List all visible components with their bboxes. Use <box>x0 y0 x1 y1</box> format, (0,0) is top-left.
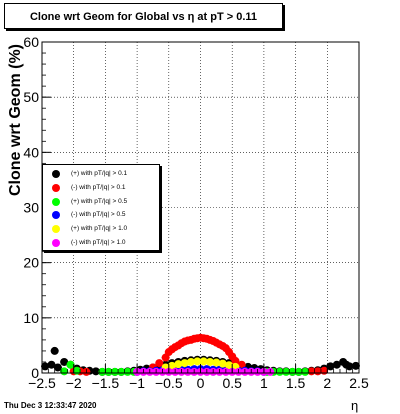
data-point <box>345 362 354 371</box>
legend-marker <box>52 225 60 234</box>
axis-ticks: −2.5 −2 −1.5 −1 −0.5 0 0.5 1 1.5 2 2.5 0 10 20 30 40 50 6… <box>23 34 369 391</box>
x-tick-label: 2.5 <box>349 375 369 391</box>
legend-label: (-) with pT/|q| > 0.5 <box>71 211 126 219</box>
data-point <box>186 357 195 366</box>
data-point <box>351 361 360 370</box>
data-point <box>180 359 189 368</box>
data-point <box>212 358 221 367</box>
x-tick-label: −2.5 <box>28 375 56 391</box>
x-tick-label: −1.5 <box>92 375 120 391</box>
data-point <box>225 361 234 370</box>
data-point <box>41 362 50 371</box>
y-tick-label: 10 <box>23 310 39 326</box>
data-point <box>66 360 75 369</box>
legend-entry: (+) with pT/|q| > 1.0 <box>43 222 159 236</box>
data-point <box>206 357 215 366</box>
chart-title: Clone wrt Geom for Global vs η at pT > 0… <box>29 11 258 23</box>
y-tick-label: 0 <box>31 365 39 381</box>
y-tick-label: 20 <box>23 255 39 271</box>
legend-label: (+) with pT/|q| > 0.5 <box>71 197 128 205</box>
data-point <box>275 367 284 376</box>
data-point <box>332 360 341 369</box>
data-point <box>110 367 119 376</box>
legend: (+) with pT/|q| > 0.1 (-) with pT/|q| > 0… <box>42 164 160 251</box>
data-point <box>50 346 59 355</box>
x-tick-label: 0 <box>197 375 205 391</box>
y-tick-label: 60 <box>23 34 39 50</box>
data-point <box>47 360 56 369</box>
series-group <box>161 357 240 372</box>
title-box: Clone wrt Geom for Global vs η at pT > 0… <box>4 3 283 29</box>
data-point <box>282 367 291 376</box>
legend-entry: (-) with pT/|q| > 1.0 <box>43 236 159 250</box>
legend-label: (-) with pT/|q| > 1.0 <box>71 239 126 246</box>
x-tick-label: 2 <box>323 375 331 391</box>
timestamp: Thu Dec 3 12:33:47 2020 <box>4 401 97 410</box>
data-point <box>326 362 335 371</box>
data-point <box>60 357 69 366</box>
legend-marker <box>52 183 60 192</box>
y-axis-label: Clone wrt Geom (%) <box>7 43 24 197</box>
data-point <box>53 363 62 372</box>
data-point <box>301 367 310 376</box>
data-point <box>174 360 183 369</box>
legend-label: (-) with pT/|q| > 0.1 <box>71 183 126 191</box>
data-point <box>199 357 208 366</box>
data-point <box>237 360 246 369</box>
legend-entry: (+) with pT/|q| > 0.1 <box>43 167 159 181</box>
x-tick-label: −1 <box>129 375 145 391</box>
data-point <box>294 367 303 376</box>
x-tick-label: 1 <box>260 375 268 391</box>
y-tick-label: 50 <box>23 89 39 105</box>
data-point <box>123 367 132 376</box>
data-point <box>117 367 126 376</box>
y-tick-label: 30 <box>23 200 39 216</box>
x-axis-label: η <box>351 398 359 413</box>
x-tick-label: 1.5 <box>286 375 306 391</box>
data-point <box>231 356 240 365</box>
legend-label: (+) with pT/|q| > 0.1 <box>71 170 128 177</box>
x-tick-label: 0.5 <box>222 375 242 391</box>
data-point <box>104 367 113 376</box>
legend-marker <box>52 197 60 206</box>
y-tick-label: 40 <box>23 144 39 160</box>
legend-label: (+) with pT/|q| > 1.0 <box>71 225 128 233</box>
x-tick-label: −0.5 <box>155 375 183 391</box>
legend-marker <box>52 170 60 178</box>
legend-entry: (-) with pT/|q| > 0.1 <box>43 181 159 195</box>
legend-marker <box>52 239 60 247</box>
x-tick-label: −2 <box>66 375 82 391</box>
data-point <box>98 367 107 376</box>
data-point <box>288 367 297 376</box>
legend-marker <box>52 211 60 220</box>
legend-entry: (+) with pT/|q| > 0.5 <box>43 195 159 209</box>
data-point <box>167 361 176 370</box>
data-point <box>218 359 227 368</box>
data-point <box>155 359 164 368</box>
data-point <box>193 357 202 366</box>
legend-entry: (-) with pT/|q| > 0.5 <box>43 208 159 222</box>
